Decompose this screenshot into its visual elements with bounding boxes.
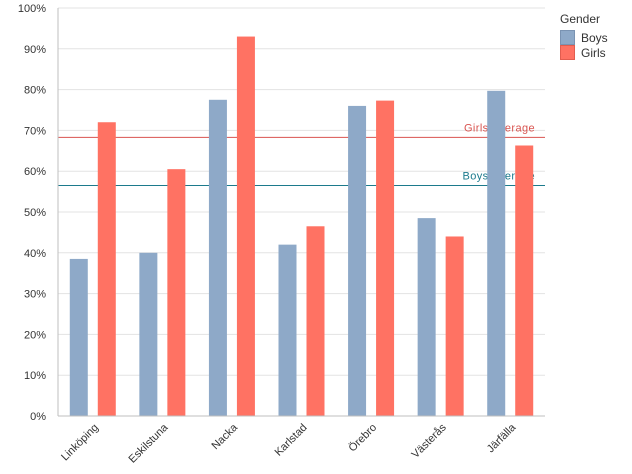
bar-girls[interactable] — [306, 226, 325, 416]
x-tick-label: Örebro — [346, 422, 379, 455]
legend-title: Gender — [560, 12, 601, 26]
y-tick-label: 60% — [24, 166, 46, 178]
y-tick-label: 10% — [24, 370, 46, 382]
x-tick-label: Järfälla — [485, 421, 519, 455]
bar-girls[interactable] — [515, 145, 534, 416]
bar-boys[interactable] — [69, 258, 88, 416]
y-tick-label: 80% — [24, 85, 46, 97]
x-tick-labels: Linköping Eskilstuna Nacka Karlstad Örebro Vä… — [59, 421, 519, 466]
grid-lines — [58, 7, 545, 417]
bar-boys[interactable] — [278, 244, 297, 416]
y-tick-label: 100% — [18, 3, 46, 15]
y-tick-labels: 0% 10% 20% 30% 40% 50% 60% 70% 80% 90% 100% — [18, 3, 46, 423]
x-tick-label: Västerås — [410, 421, 450, 461]
y-tick-label: 70% — [24, 125, 46, 137]
x-tick-label: Karlstad — [273, 422, 310, 459]
legend-swatch-girls — [560, 45, 575, 60]
bar-girls[interactable] — [445, 236, 464, 416]
legend-swatch-boys — [560, 30, 575, 45]
legend: Gender Boys Girls — [560, 12, 608, 60]
legend-label-girls: Girls — [581, 45, 606, 60]
y-tick-label: 20% — [24, 329, 46, 341]
y-tick-label: 50% — [24, 207, 46, 219]
bar-girls[interactable] — [97, 122, 116, 417]
y-tick-label: 90% — [24, 44, 46, 56]
bar-boys[interactable] — [208, 99, 227, 417]
bar-girls[interactable] — [167, 169, 186, 416]
bar-boys[interactable] — [139, 252, 158, 416]
legend-item-girls[interactable]: Girls — [560, 45, 608, 60]
legend-item-boys[interactable]: Boys — [560, 30, 608, 45]
y-tick-label: 40% — [24, 248, 46, 260]
bar-girls[interactable] — [376, 100, 395, 416]
axes — [57, 8, 545, 417]
y-tick-label: 0% — [30, 411, 46, 423]
x-tick-label: Linköping — [59, 422, 101, 464]
y-tick-label: 30% — [24, 289, 46, 301]
x-tick-label: Nacka — [210, 421, 241, 452]
bar-boys[interactable] — [487, 90, 506, 416]
bars — [69, 36, 534, 417]
bar-boys[interactable] — [348, 105, 367, 417]
bar-boys[interactable] — [417, 218, 436, 416]
legend-label-boys: Boys — [581, 30, 608, 45]
bar-girls[interactable] — [236, 36, 255, 417]
x-tick-label: Eskilstuna — [127, 421, 172, 466]
